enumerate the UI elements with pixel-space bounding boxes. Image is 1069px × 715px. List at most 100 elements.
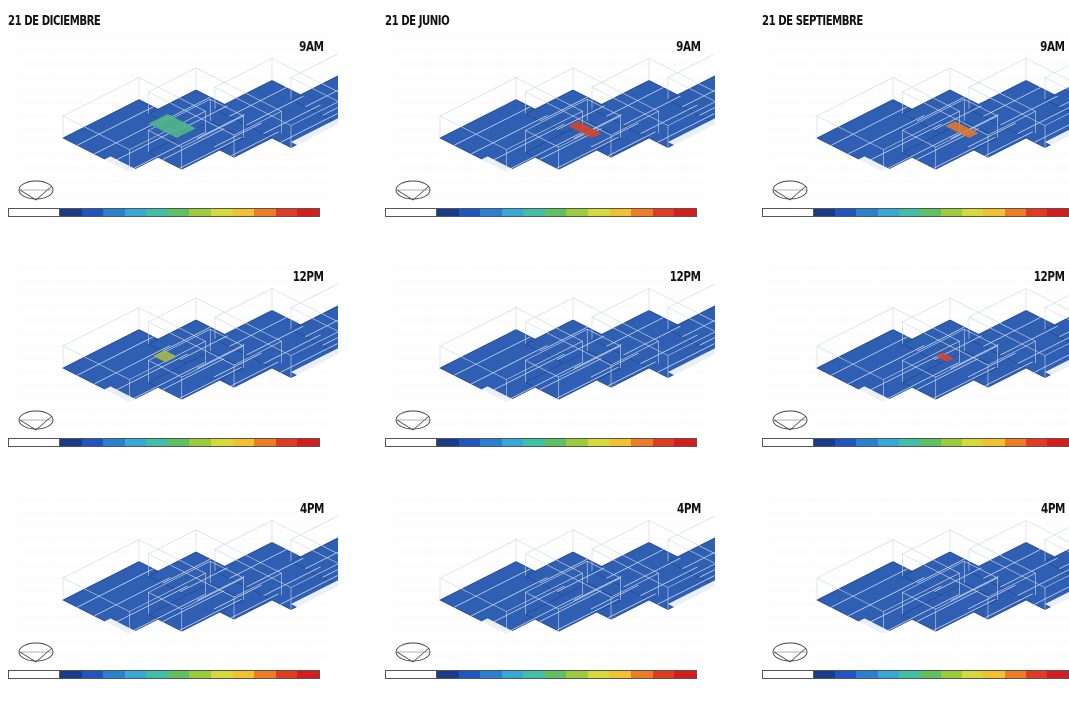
legend-swatch	[211, 209, 233, 216]
analysis-panel: 4PM	[385, 490, 715, 715]
legend-swatch	[254, 671, 276, 678]
time-label: 4PM	[299, 502, 324, 517]
floor-plate	[968, 541, 1069, 611]
legend-swatch	[297, 209, 319, 216]
legend-swatch	[1025, 439, 1047, 446]
legend-swatch	[652, 209, 675, 216]
analysis-panel: 9AM	[8, 28, 338, 253]
legend-swatch	[566, 671, 589, 678]
compass-icon	[772, 410, 808, 431]
compass-icon	[18, 642, 54, 663]
floor-plate	[968, 309, 1069, 379]
legend-swatch	[856, 439, 878, 446]
legend-swatch	[437, 671, 459, 678]
legend-swatch	[814, 671, 836, 678]
legend-swatch	[609, 439, 632, 446]
legend-swatch	[566, 209, 589, 216]
legend-swatch	[81, 439, 104, 446]
legend-swatch	[877, 209, 899, 216]
legend-swatch	[501, 439, 524, 446]
legend-swatch	[523, 439, 545, 446]
time-label: 9AM	[676, 40, 702, 55]
legend-swatch	[1025, 209, 1047, 216]
column-title: 21 DE JUNIO	[385, 14, 450, 29]
legend-swatch	[814, 439, 836, 446]
legend-swatch	[103, 439, 125, 446]
legend-swatch	[480, 671, 502, 678]
legend-swatch	[674, 439, 696, 446]
legend-swatch	[1004, 671, 1026, 678]
legend-swatch	[297, 671, 319, 678]
analysis-panel: 4PM	[762, 490, 1069, 715]
legend-swatch	[919, 671, 942, 678]
building-isometric	[771, 264, 1069, 431]
legend-swatch	[501, 671, 524, 678]
legend-swatch	[652, 671, 675, 678]
legend-swatch	[941, 671, 963, 678]
legend-swatch	[877, 439, 899, 446]
illuminance-legend	[385, 670, 697, 679]
legend-swatch	[835, 439, 857, 446]
legend-swatch	[232, 439, 255, 446]
illuminance-legend	[762, 670, 1069, 679]
legend-swatch	[275, 439, 298, 446]
building-isometric	[17, 34, 338, 201]
legend-swatch	[941, 439, 963, 446]
legend-swatch	[544, 209, 567, 216]
building-isometric	[394, 496, 715, 663]
legend-swatch	[254, 439, 276, 446]
legend-swatch	[1004, 209, 1026, 216]
legend-title	[763, 671, 814, 678]
compass-icon	[772, 642, 808, 663]
legend-swatch	[544, 439, 567, 446]
time-label: 9AM	[299, 40, 325, 55]
legend-swatch	[146, 209, 168, 216]
legend-swatch	[941, 209, 963, 216]
legend-swatch	[146, 439, 168, 446]
legend-swatch	[1004, 439, 1026, 446]
building-isometric	[771, 34, 1069, 201]
legend-swatch	[674, 671, 696, 678]
legend-swatch	[275, 671, 298, 678]
legend-swatch	[983, 209, 1005, 216]
legend-swatch	[501, 209, 524, 216]
compass-icon	[18, 410, 54, 431]
time-label: 4PM	[676, 502, 701, 517]
time-label: 9AM	[1040, 40, 1066, 55]
legend-title	[386, 671, 437, 678]
floor-plate	[1044, 317, 1069, 343]
analysis-panel: 12PM	[385, 258, 715, 483]
legend-swatch	[254, 209, 276, 216]
floor-plate	[968, 79, 1069, 149]
legend-swatch	[297, 439, 319, 446]
building-isometric	[771, 496, 1069, 663]
legend-swatch	[523, 209, 545, 216]
legend-swatch	[103, 671, 125, 678]
legend-swatch	[167, 439, 190, 446]
legend-swatch	[167, 671, 190, 678]
legend-swatch	[60, 209, 82, 216]
time-label: 4PM	[1040, 502, 1065, 517]
legend-swatch	[211, 439, 233, 446]
legend-swatch	[458, 671, 481, 678]
legend-swatch	[919, 439, 942, 446]
legend-swatch	[631, 209, 653, 216]
legend-swatch	[1025, 671, 1047, 678]
legend-swatch	[1046, 209, 1069, 216]
legend-swatch	[898, 209, 920, 216]
analysis-panel: 12PM	[8, 258, 338, 483]
legend-swatch	[232, 671, 255, 678]
legend-title	[763, 439, 814, 446]
analysis-panel: 9AM	[385, 28, 715, 253]
legend-swatch	[437, 209, 459, 216]
legend-swatch	[588, 439, 610, 446]
legend-title	[9, 671, 60, 678]
legend-swatch	[544, 671, 567, 678]
floor-plate	[1044, 87, 1069, 113]
illuminance-highlight	[568, 121, 602, 138]
legend-swatch	[983, 671, 1005, 678]
analysis-panel: 12PM	[762, 258, 1069, 483]
illuminance-legend	[8, 670, 320, 679]
legend-swatch	[962, 439, 984, 446]
legend-swatch	[523, 671, 545, 678]
